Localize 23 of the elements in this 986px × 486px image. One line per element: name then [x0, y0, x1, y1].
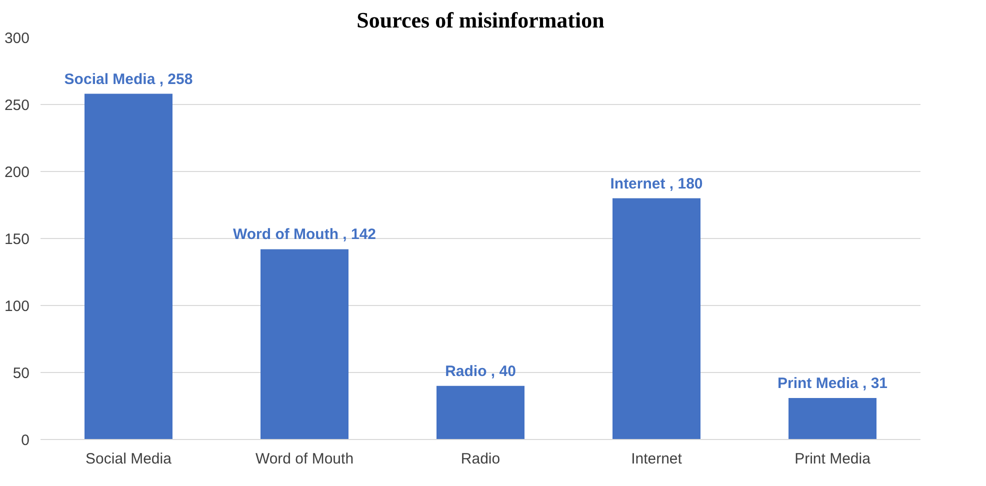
bar [260, 249, 348, 440]
x-tick-label: Social Media [86, 450, 172, 468]
bar [788, 398, 876, 440]
y-tick-label: 200 [4, 164, 30, 181]
bar [84, 94, 172, 440]
data-label: Radio , 40 [445, 362, 516, 380]
y-tick-label: 50 [12, 365, 30, 382]
x-tick-label: Radio [460, 450, 500, 468]
data-label: Word of Mouth , 142 [232, 226, 376, 244]
data-label: Internet , 180 [610, 175, 703, 192]
x-tick-label: Internet [631, 450, 683, 468]
x-tick-label: Print Media [794, 450, 872, 468]
y-tick-label: 0 [21, 432, 30, 449]
y-tick-label: 250 [4, 97, 30, 114]
chart-title: Sources of misinformation [356, 8, 604, 32]
bar [612, 198, 700, 440]
data-label: Social Media , 258 [64, 70, 193, 88]
bar [436, 386, 524, 440]
y-tick-label: 300 [4, 30, 30, 47]
y-tick-label: 100 [4, 298, 30, 315]
data-label: Print Media , 31 [777, 374, 888, 392]
x-tick-label: Word of Mouth [255, 450, 354, 468]
y-tick-label: 150 [4, 231, 30, 248]
